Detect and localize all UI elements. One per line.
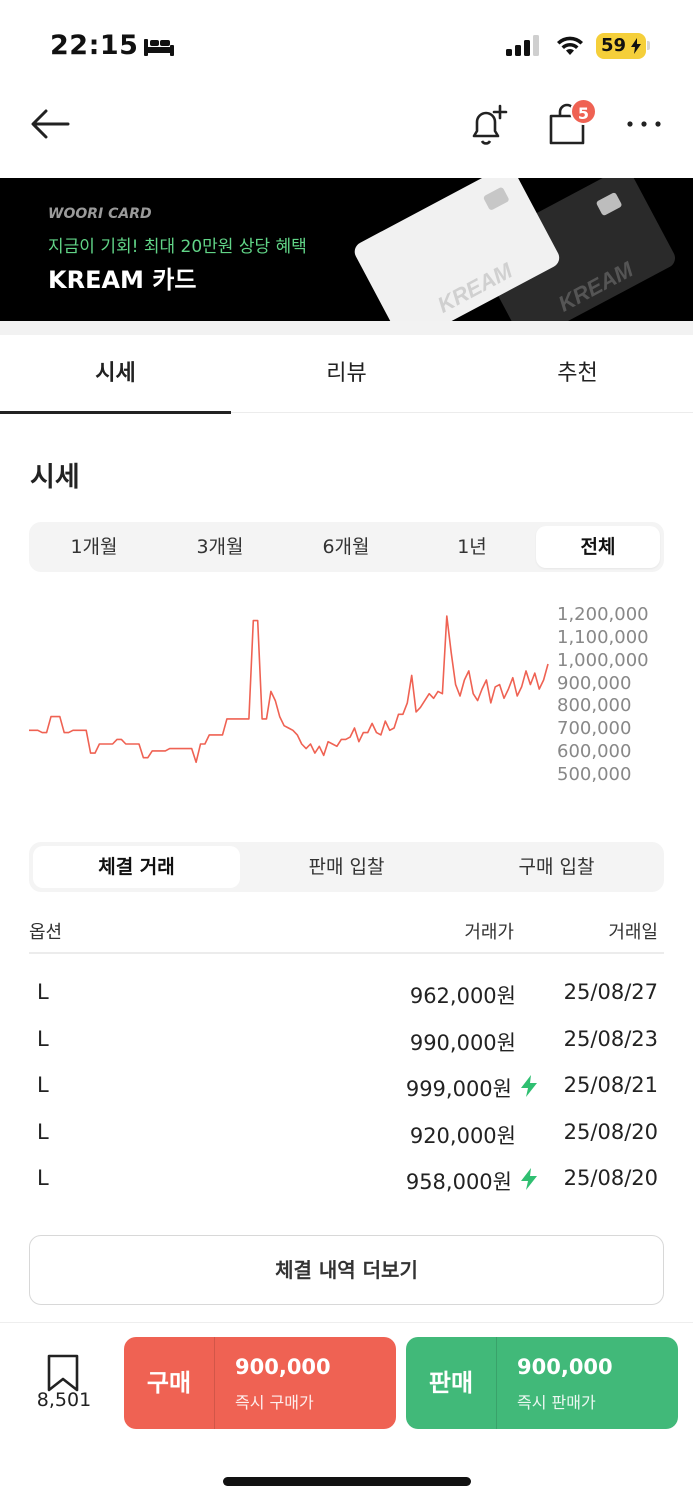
row-option: L: [37, 1166, 49, 1190]
promo-banner[interactable]: WOORI CARD 지금이 기회! 최대 20만원 상당 혜택 KREAM 카…: [0, 178, 693, 321]
header-date: 거래일: [608, 922, 658, 943]
trade-table-header: 옵션 거래가 거래일: [29, 912, 664, 954]
buy-price: 900,000: [235, 1355, 331, 1379]
period-selector: 1개월 3개월 6개월 1년 전체: [29, 522, 664, 572]
tab-price[interactable]: 시세: [0, 335, 231, 414]
y-axis-tick-label: 800,000: [557, 695, 632, 717]
row-price: 920,000원: [409, 1123, 516, 1148]
y-axis-tick-label: 1,100,000: [557, 626, 649, 648]
period-1-year[interactable]: 1년: [457, 536, 487, 558]
charging-bolt-icon: [631, 38, 641, 54]
table-row: L 920,000원 25/08/20: [29, 1110, 664, 1157]
price-series-line: [29, 615, 549, 764]
row-price: 990,000원: [409, 1030, 516, 1055]
period-3-months[interactable]: 3개월: [196, 536, 244, 558]
y-axis-tick-label: 1,000,000: [557, 649, 649, 671]
section-title: 시세: [30, 462, 80, 493]
row-price: 962,000원: [409, 984, 516, 1008]
price-line-chart: [29, 615, 549, 764]
row-date: 25/08/20: [563, 1119, 658, 1144]
home-indicator: [223, 1477, 471, 1486]
credit-cards-illustration: KREAM KREAM: [354, 178, 675, 321]
divider: [0, 321, 693, 335]
period-1-month[interactable]: 1개월: [70, 536, 118, 558]
bookmark-icon[interactable]: [46, 1353, 80, 1393]
bookmark-count: 8,501: [36, 1389, 92, 1411]
back-arrow-icon[interactable]: [28, 102, 72, 146]
sleep-bed-icon: [144, 39, 174, 56]
trade-table-body: L 962,000원 25/08/27 L 990,000원 25/08/23 …: [29, 970, 664, 1203]
lightning-icon: [521, 1075, 537, 1097]
sell-subtitle: 즉시 판매가: [517, 1393, 596, 1412]
content-tabs: 시세 리뷰 추천: [0, 335, 693, 414]
header-price: 거래가: [464, 922, 514, 943]
table-row: L 990,000원 25/08/23: [29, 1017, 664, 1064]
y-axis-tick-label: 1,200,000: [557, 604, 649, 625]
buy-subtitle: 즉시 구매가: [235, 1393, 314, 1412]
more-options-icon[interactable]: [624, 110, 664, 138]
status-time: 22:15: [50, 30, 139, 61]
bottom-action-bar: 8,501 구매 900,000 즉시 구매가 판매 900,000 즉시 판매…: [0, 1322, 693, 1500]
y-axis-tick-label: 500,000: [557, 764, 632, 785]
tab-completed-trades[interactable]: 체결 거래: [33, 846, 240, 888]
header-option: 옵션: [29, 922, 63, 943]
battery-level: 59: [601, 35, 627, 56]
notification-bell-icon[interactable]: [466, 100, 510, 148]
row-price: 958,000원: [405, 1170, 512, 1194]
y-axis-tick-label: 600,000: [557, 741, 632, 763]
sell-price: 900,000: [517, 1355, 613, 1379]
sell-button[interactable]: 판매 900,000 즉시 판매가: [406, 1337, 678, 1429]
view-more-trades-button[interactable]: 체결 내역 더보기: [29, 1235, 664, 1305]
tab-reviews[interactable]: 리뷰: [326, 361, 367, 386]
buy-label: 구매: [124, 1337, 215, 1429]
row-date: 25/08/21: [563, 1073, 658, 1097]
status-bar: 22:15 59: [0, 0, 693, 92]
table-row: L 958,000원 25/08/20: [29, 1156, 664, 1203]
y-axis-tick-label: 700,000: [557, 718, 632, 740]
row-option: L: [37, 1119, 49, 1144]
banner-brand: WOORI CARD: [48, 206, 152, 222]
row-date: 25/08/20: [563, 1166, 658, 1190]
lightning-icon: [521, 1168, 537, 1190]
period-6-months[interactable]: 6개월: [322, 536, 370, 558]
table-row: L 962,000원 25/08/27: [29, 970, 664, 1017]
row-option: L: [37, 1073, 49, 1097]
row-date: 25/08/27: [563, 980, 658, 1004]
cart-count-badge: 5: [570, 98, 597, 125]
period-all[interactable]: 전체: [536, 526, 660, 568]
wifi-icon: [557, 36, 583, 55]
trade-type-selector: 체결 거래 판매 입찰 구매 입찰: [29, 842, 664, 892]
tab-buy-bids[interactable]: 구매 입찰: [518, 856, 595, 878]
tab-sell-bids[interactable]: 판매 입찰: [308, 856, 385, 878]
row-option: L: [37, 980, 49, 1004]
price-chart: 1,200,000 1,100,000 1,000,000 900,000 800,00…: [0, 590, 693, 810]
row-date: 25/08/23: [563, 1026, 658, 1051]
tab-recommendations[interactable]: 추천: [557, 361, 598, 386]
cellular-signal-icon: [506, 35, 539, 56]
row-price: 999,000원: [405, 1077, 512, 1101]
battery-indicator: 59: [596, 33, 646, 59]
banner-promo-text: 지금이 기회! 최대 20만원 상당 혜택: [48, 237, 307, 257]
table-row: L 999,000원 25/08/21: [29, 1063, 664, 1110]
top-navigation: 5: [0, 92, 693, 178]
sell-label: 판매: [406, 1337, 497, 1429]
banner-title: KREAM 카드: [48, 266, 197, 294]
battery-cap: [647, 41, 650, 50]
row-option: L: [37, 1026, 49, 1051]
y-axis-tick-label: 900,000: [557, 672, 632, 694]
buy-button[interactable]: 구매 900,000 즉시 구매가: [124, 1337, 396, 1429]
